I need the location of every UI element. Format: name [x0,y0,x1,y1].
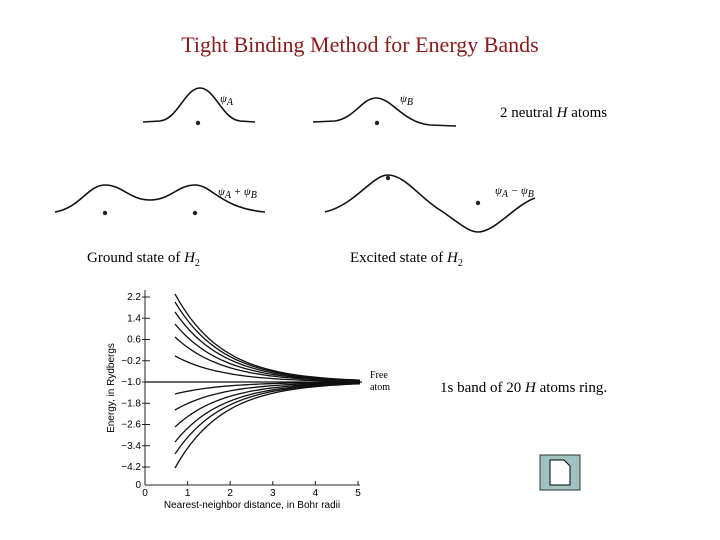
title: Tight Binding Method for Energy Bands [181,32,539,57]
y-tick-label: −3.4 [121,441,141,452]
sub: 2 [458,258,463,269]
y-tick-label: 0.6 [127,335,141,346]
psi: ψ [521,185,528,197]
band-label: 1s band of 20 H atoms ring. [440,380,607,396]
atom [195,120,201,126]
band-curve [174,383,361,469]
ground-label: Ground state of H2 [87,250,200,269]
x-tick-label: 3 [270,488,276,499]
free-atom: Free [370,370,388,381]
text: 2 neutral [500,105,557,121]
atom [102,210,108,216]
atom [475,200,481,206]
band-curve [174,336,361,382]
psi: ψ [218,186,225,198]
text: Excited state of [350,250,447,266]
sub: B [407,97,413,108]
y-tick-label: −1.0 [121,377,141,388]
text: Ground state of [87,250,184,266]
y-tick-label: 2.2 [127,292,141,303]
corner-label: 0 [135,480,141,491]
atom [192,210,198,216]
text: atoms ring. [536,380,607,396]
x-axis-label: Nearest-neighbor distance, in Bohr radii [164,500,340,511]
band-plot: Energy, in Rydbergs Nearest-neighbor dis… [106,290,390,511]
atom: H [556,105,569,121]
sub: A [226,97,234,108]
excited-label: Excited state of H2 [350,250,463,269]
sub: 2 [195,258,200,269]
x-tick-label: 5 [355,488,361,499]
psi: ψ [495,185,502,197]
x-tick-label: 0 [142,488,148,499]
sub: A [224,190,232,201]
document-icon[interactable] [539,454,581,491]
y-tick-label: −4.2 [121,462,141,473]
atom: H [524,380,537,396]
difference-curve [324,174,536,233]
psi-a-label: ψA [220,93,234,108]
psi: ψ [244,186,251,198]
difference-label: ψA − ψB [495,185,534,200]
band-curve [174,355,360,383]
y-tick-label: 1.4 [127,313,141,324]
op: + [231,186,244,198]
y-tick-label: −0.2 [121,356,141,367]
atom [374,120,380,126]
sub: B [528,189,534,200]
op: − [508,185,521,197]
sub: A [501,189,509,200]
y-tick-label: −1.8 [121,398,141,409]
psi-a-curve [142,87,256,123]
psi-b-label: ψB [400,93,413,108]
icon-page [549,459,571,486]
x-tick-label: 4 [313,488,319,499]
x-tick-label: 2 [227,488,233,499]
y-axis-label: Energy, in Rydbergs [106,343,117,433]
sum-curve [54,184,266,213]
psi: ψ [400,93,407,105]
atom [385,175,391,181]
sub: B [251,190,257,201]
y-tick-label: −2.6 [121,420,141,431]
x-tick-label: 1 [185,488,191,499]
psi-b-curve [312,97,457,127]
free-atom: atom [370,382,390,393]
text: 1s band of 20 [440,380,525,396]
psi: ψ [220,93,227,105]
sum-label: ψA + ψB [218,186,257,201]
text: atoms [568,105,608,121]
atom: H [446,250,459,266]
band-curve [174,381,361,411]
band-curve [174,382,361,428]
neutral-label: 2 neutral H atoms [500,105,607,121]
atom: H [183,250,196,266]
